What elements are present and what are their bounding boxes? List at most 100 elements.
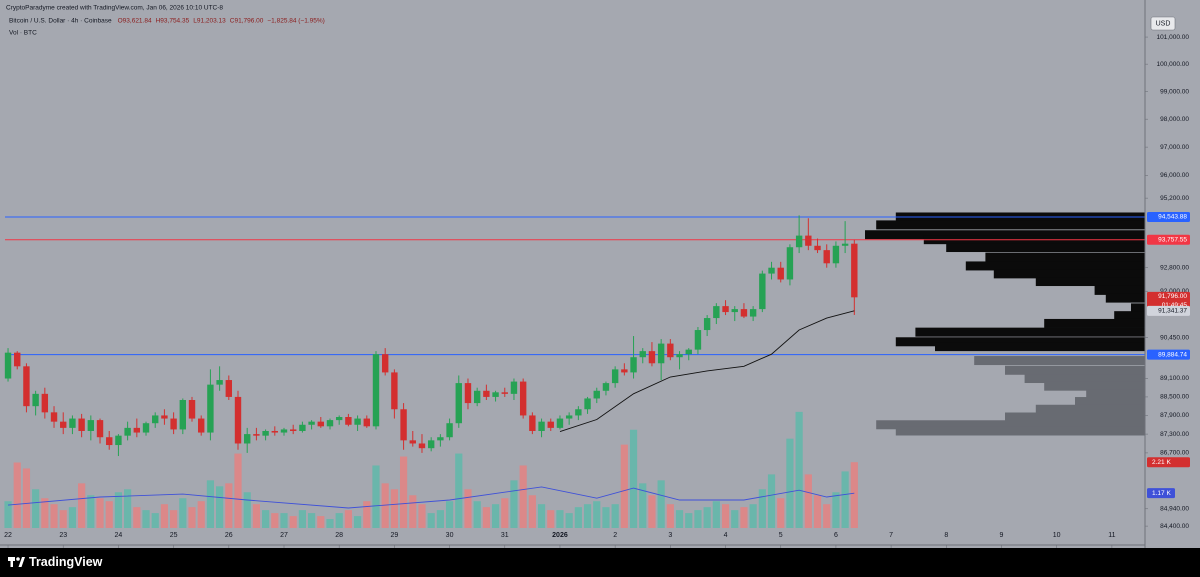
y-tick-label: 90,450.00 <box>1160 334 1189 341</box>
volume-bar <box>675 510 684 528</box>
profile-row <box>1005 412 1145 422</box>
symbol-legend: Bitcoin / U.S. Dollar · 4h · Coinbase O93… <box>9 18 325 25</box>
volume-bar <box>850 462 858 528</box>
volume-bar <box>307 513 316 528</box>
volume-bar <box>50 504 58 528</box>
volume-bar <box>620 444 628 528</box>
candle-body <box>602 383 610 391</box>
volume-bar <box>372 465 380 528</box>
candle-body <box>565 415 573 419</box>
profile-row <box>1094 285 1145 295</box>
footer-bar <box>0 548 1200 577</box>
candle-body <box>584 398 591 410</box>
candle-body <box>60 421 67 428</box>
x-tick-label: 24 <box>115 532 123 539</box>
candle-body <box>244 434 251 444</box>
volume-bar <box>234 453 242 528</box>
ohlc-value: −1,825.84 (−1.95%) <box>267 18 324 25</box>
candle-body <box>501 392 508 394</box>
candle-body <box>179 400 187 430</box>
moving-averages <box>7 310 855 509</box>
currency[interactable]: USD <box>1156 20 1171 27</box>
y-tick-label: 88,500.00 <box>1160 394 1189 401</box>
y-tick-label: 95,200.00 <box>1160 195 1189 202</box>
volume-bar <box>124 489 132 528</box>
x-tick-label: 6 <box>834 532 838 539</box>
candle-body <box>115 435 122 446</box>
candle-body <box>805 235 812 246</box>
candle-body <box>713 306 720 319</box>
volume-bar <box>639 483 647 528</box>
volume-bar <box>629 429 638 528</box>
volume-bar <box>326 519 334 528</box>
volume-ma-badge-label: 1.17 K <box>1152 490 1171 497</box>
profile-row <box>1114 311 1145 321</box>
x-tick-label: 8 <box>944 532 948 539</box>
profile-row <box>876 420 1145 430</box>
candle-body <box>23 366 30 407</box>
volume-bar <box>344 510 352 528</box>
volume-bar <box>491 504 500 528</box>
x-tick-label: 2 <box>613 532 617 539</box>
volume-bar <box>473 501 481 528</box>
x-tick-label: 3 <box>668 532 672 539</box>
candle-body <box>722 306 729 313</box>
candle-body <box>473 390 481 404</box>
profile-row <box>915 327 1145 337</box>
volume-bar <box>142 510 150 528</box>
volume-bar <box>777 498 785 528</box>
candle-body <box>703 318 711 331</box>
candle-body <box>437 437 444 441</box>
x-tick-label: 2026 <box>552 532 568 539</box>
profile-row <box>1105 293 1145 303</box>
profile-row <box>946 243 1145 253</box>
candle-body <box>667 343 674 358</box>
volume-bar <box>114 492 123 528</box>
candle-body <box>621 369 628 373</box>
volume-badge <box>1147 457 1190 468</box>
candle-body <box>409 440 416 444</box>
axes: 101,000.00100,000.0099,000.0098,000.0097… <box>4 34 1189 548</box>
candle-body <box>538 421 545 431</box>
candle-body <box>759 273 766 310</box>
candle-body <box>851 243 858 298</box>
profile-row <box>1044 381 1145 391</box>
candle-body <box>50 412 58 422</box>
ma-line <box>559 310 855 433</box>
currency-box[interactable] <box>1150 16 1176 31</box>
profile-row <box>974 356 1145 366</box>
candle-body <box>326 420 334 427</box>
candle-body <box>170 418 177 430</box>
volume-bar <box>280 513 288 528</box>
volume-bar <box>188 507 196 528</box>
candle-body <box>133 427 141 433</box>
volume-bar <box>22 468 31 528</box>
price-badge-label: 94,543.88 <box>1158 214 1187 221</box>
symbol-title: Bitcoin / U.S. Dollar · 4h · Coinbase <box>9 18 112 25</box>
candle-body <box>768 267 775 274</box>
axis-badges: 94,543.88 93,757.55 89,884.74 91,796.00 01:4… <box>1147 211 1190 499</box>
price-axis-background <box>1145 0 1200 548</box>
profile-row <box>1005 365 1145 375</box>
candle-body <box>685 349 692 355</box>
volume-bar <box>206 480 215 528</box>
candle-body <box>234 396 242 444</box>
candle-body <box>749 309 757 317</box>
candle-body <box>161 415 168 419</box>
volume-bar <box>59 510 67 528</box>
volume-bar <box>703 507 711 528</box>
y-tick-label: 89,100.00 <box>1160 375 1189 382</box>
brand[interactable]: TradingView <box>29 555 103 569</box>
volume-bar <box>4 501 12 528</box>
candle-body <box>14 352 21 367</box>
price-badge <box>1147 211 1190 222</box>
volume-bar <box>87 495 95 528</box>
candle-body <box>648 351 656 364</box>
y-tick-label: 84,940.00 <box>1160 505 1189 512</box>
volume-title: Vol · BTC <box>9 30 37 37</box>
candle-body <box>694 330 702 350</box>
volume-bar <box>436 510 444 528</box>
volume-bar <box>216 486 224 528</box>
candle-body <box>308 421 315 425</box>
volume-bar <box>574 507 582 528</box>
